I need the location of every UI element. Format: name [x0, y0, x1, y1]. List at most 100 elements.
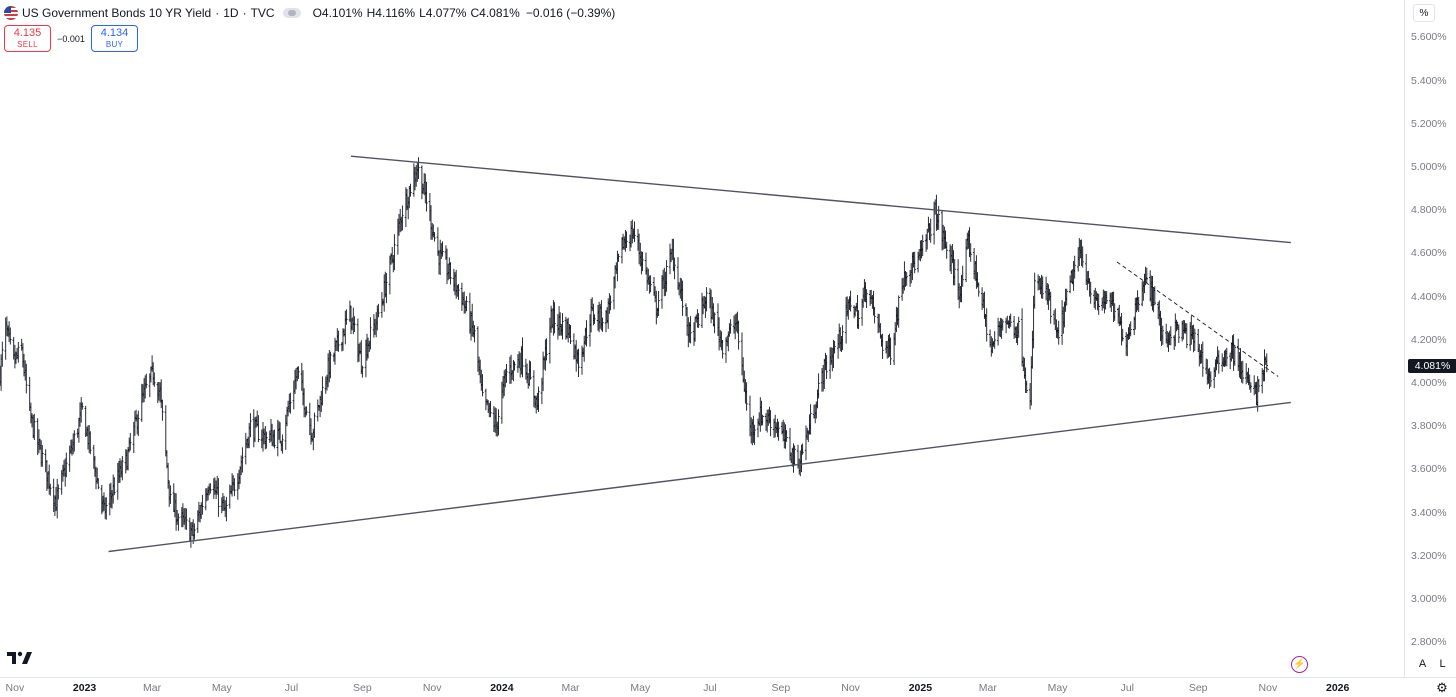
ohlc-bar: [73, 430, 76, 452]
last-price-label: 4.081%: [1408, 358, 1456, 373]
symbol-title[interactable]: US Government Bonds 10 YR Yield: [22, 6, 212, 20]
trendline[interactable]: [350, 155, 1291, 244]
price-chart[interactable]: [0, 0, 1404, 677]
ohlc-bar: [489, 401, 492, 418]
ohlc-bar: [1001, 319, 1004, 331]
ohlc-bar: [425, 181, 428, 212]
ohlc-bar: [921, 234, 924, 257]
ohlc-bar: [177, 513, 180, 531]
ohlc-bar: [689, 316, 692, 344]
ohlc-bar: [513, 361, 516, 371]
x-tick-label: 2025: [908, 682, 933, 694]
chart-area[interactable]: [0, 0, 1404, 677]
y-tick-label: 5.000%: [1411, 161, 1447, 173]
legend-separator: ·: [242, 6, 247, 20]
ohlc-bar: [1257, 379, 1260, 393]
y-tick-label: 3.200%: [1411, 549, 1447, 562]
buy-button[interactable]: 4.134 BUY: [91, 25, 138, 52]
ohlc-bar: [321, 376, 324, 406]
x-tick-label: 2026: [1326, 682, 1350, 694]
ohlc-bar: [473, 325, 476, 343]
y-tick-label: 3.000%: [1411, 593, 1447, 605]
ohlc-bar: [1225, 347, 1228, 367]
ohlc-bar: [417, 157, 420, 179]
ohlc-bar: [305, 406, 308, 416]
ohlc-bar: [401, 205, 404, 231]
ohlc-bar: [777, 421, 780, 441]
ohlc-bar: [553, 302, 556, 334]
time-scale[interactable]: Nov 2023 Mar May Jul Sep Nov 2024 Mar May Jul Sep No…: [0, 677, 1456, 697]
ohlc-bars: [0, 157, 1268, 548]
x-tick-label: Nov: [841, 682, 860, 694]
ohlc-bar: [1113, 303, 1116, 321]
trendline[interactable]: [108, 401, 1291, 553]
ohlc-bar: [1137, 297, 1140, 312]
ohlc-bar: [577, 348, 580, 377]
source-label: TVC: [250, 6, 275, 20]
ohlc-bar: [857, 310, 860, 329]
ohlc-bar: [985, 308, 988, 342]
ohlc-bar: [897, 295, 900, 328]
x-tick-label: Jul: [1120, 682, 1135, 694]
x-tick-label: Sep: [353, 682, 372, 694]
ohlc-bar: [441, 241, 444, 257]
ohlc-bar: [905, 272, 908, 286]
ohlc-bar: [409, 183, 412, 197]
ohlc-bar: [1041, 276, 1044, 299]
low-key: L: [419, 6, 426, 20]
y-tick-label: 4.200%: [1411, 333, 1447, 346]
ohlc-bar: [121, 456, 124, 481]
close-value: 4.081%: [479, 6, 520, 20]
ohlc-bar: [265, 431, 268, 449]
ohlc-bar: [1185, 323, 1188, 349]
ohlc-bar: [225, 496, 228, 522]
price-scale[interactable]: % 5.600% 5.400% 5.200% 5.000% 4.800% 4.600% 4.…: [1404, 0, 1456, 677]
ohlc-bar: [521, 337, 524, 378]
ohlc-bar: [1153, 286, 1156, 306]
ohlc-bar: [169, 485, 172, 504]
ohlc-bar: [497, 409, 500, 436]
ohlc-bar: [193, 523, 196, 540]
percent-scale-button[interactable]: %: [1413, 4, 1435, 22]
x-tick-label: Nov: [5, 682, 25, 694]
ohlc-bar: [945, 241, 948, 259]
ohlc-bar: [1057, 320, 1060, 345]
ohlc-bar: [297, 366, 300, 379]
high-key: H: [366, 6, 376, 20]
ohlc-bar: [25, 363, 28, 394]
low-value: 4.077%: [425, 6, 467, 20]
x-tick-label: Mar: [978, 682, 997, 694]
ohlc-bar: [273, 429, 276, 449]
ohlc-bar: [241, 447, 244, 473]
interval-label[interactable]: 1D: [223, 6, 239, 20]
x-tick-label: May: [211, 682, 232, 694]
ohlc-bar: [97, 478, 100, 490]
ohlc-bar: [377, 303, 380, 318]
gear-icon[interactable]: ⚙: [1436, 680, 1448, 695]
ohlc-bar: [601, 317, 604, 332]
buy-label: BUY: [105, 40, 124, 49]
ohlc-bar: [593, 314, 596, 324]
legend-separator: ·: [215, 6, 220, 20]
lightning-icon[interactable]: ⚡: [1291, 656, 1308, 673]
ohlc-bar: [655, 290, 658, 325]
tradingview-logo-icon[interactable]: [6, 650, 34, 666]
ohlc-bar: [785, 430, 788, 442]
visibility-toggle-icon[interactable]: [282, 8, 301, 18]
ohlc-bar: [89, 431, 92, 455]
ohlc-bar: [385, 273, 388, 304]
ohlc-bar: [569, 325, 572, 344]
ohlc-bar: [420, 165, 424, 200]
sell-label: SELL: [17, 40, 38, 49]
dashed-trendline[interactable]: [1116, 261, 1279, 377]
ohlc-bar: [281, 434, 284, 454]
buy-price: 4.134: [100, 27, 129, 39]
sell-button[interactable]: 4.135 SELL: [4, 25, 51, 52]
y-tick-label: 4.800%: [1411, 204, 1447, 217]
ohlc-bar: [161, 399, 164, 421]
ohlc-bar: [1161, 325, 1164, 345]
ohlc-bar: [369, 317, 372, 350]
ohlc-bar: [721, 340, 724, 359]
auto-scale-button[interactable]: A: [1418, 658, 1427, 670]
log-scale-button[interactable]: L: [1439, 658, 1446, 670]
